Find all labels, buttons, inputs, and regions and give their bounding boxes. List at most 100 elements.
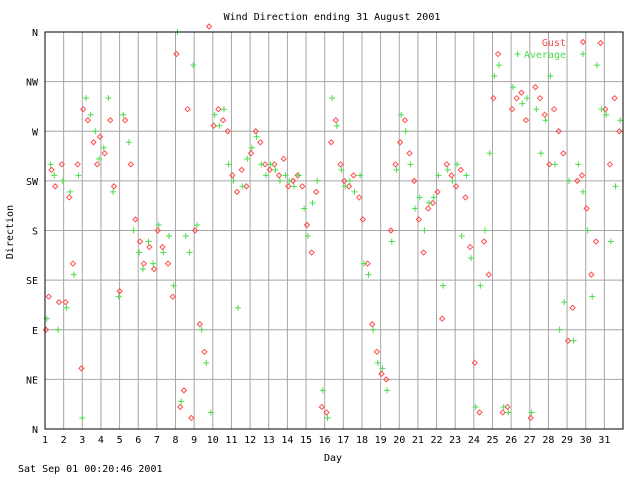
gust-point — [588, 271, 595, 278]
gust-point — [434, 188, 441, 196]
gust-point — [84, 117, 92, 124]
gust-point — [154, 227, 162, 234]
gust-point — [443, 161, 451, 168]
gust-point — [62, 298, 69, 306]
average-point — [47, 161, 54, 168]
average-point — [110, 188, 117, 195]
gust-point — [257, 139, 264, 146]
average-point — [561, 299, 568, 306]
average-point — [449, 177, 456, 184]
average-point — [398, 111, 405, 118]
gust-point — [90, 139, 97, 146]
average-point — [458, 233, 465, 240]
average-point — [295, 172, 302, 179]
x-tick-label: 7 — [154, 435, 160, 446]
average-point — [565, 177, 572, 184]
timestamp-footer: Sat Sep 01 00:20:46 2001 — [18, 464, 163, 475]
gust-point — [140, 260, 148, 267]
gust-point — [52, 183, 59, 190]
average-point — [421, 227, 428, 234]
gust-point — [93, 161, 101, 168]
average-point — [258, 161, 265, 168]
gust-point — [462, 194, 469, 201]
average-point — [370, 326, 377, 333]
average-point — [248, 144, 255, 151]
y-tick-label: NW — [26, 78, 39, 89]
average-point — [67, 188, 74, 195]
gust-point — [261, 161, 269, 168]
average-point — [547, 73, 554, 80]
average-point — [92, 128, 99, 135]
average-point — [178, 398, 185, 405]
average-point — [225, 161, 232, 168]
gust-point — [550, 105, 558, 113]
x-tick-label: 31 — [598, 435, 610, 446]
gust-point — [518, 89, 525, 96]
gust-point — [132, 216, 139, 223]
gust-point — [532, 83, 539, 91]
average-point — [598, 106, 605, 113]
average-point — [342, 183, 349, 190]
x-tick-label: 29 — [561, 435, 573, 446]
average-point — [290, 183, 297, 190]
average-point — [155, 221, 162, 228]
x-tick-label: 5 — [117, 435, 123, 446]
gust-point — [569, 304, 576, 311]
gust-point — [127, 161, 134, 168]
gust-point — [299, 183, 306, 190]
x-tick-label: 8 — [173, 435, 179, 446]
average-point — [51, 172, 58, 179]
average-point — [393, 166, 400, 173]
gust-point — [224, 128, 231, 135]
gust-point — [184, 105, 191, 113]
y-tick-label: SE — [26, 276, 38, 287]
average-point — [584, 227, 591, 234]
gust-point — [101, 150, 108, 157]
gust-point — [42, 326, 50, 333]
gust-point — [373, 348, 381, 356]
gust-point — [180, 387, 188, 394]
average-point — [542, 117, 549, 124]
average-point — [282, 172, 289, 179]
gust-point — [78, 365, 85, 372]
gust-point — [448, 172, 455, 179]
average-point — [477, 282, 484, 289]
legend-average-marker — [580, 51, 586, 57]
x-tick-label: 20 — [393, 435, 405, 446]
gust-point — [116, 287, 123, 295]
gust-point — [578, 172, 586, 179]
gust-point — [490, 94, 497, 102]
gust-point — [327, 139, 335, 146]
gust-point — [238, 166, 245, 174]
average-point — [333, 122, 340, 129]
gust-point — [527, 414, 534, 422]
average-point — [482, 227, 489, 234]
gust-point — [275, 172, 283, 179]
gust-point — [150, 265, 158, 273]
x-tick-label: 1 — [42, 435, 48, 446]
gust-point — [196, 321, 203, 328]
gust-point — [219, 117, 227, 124]
gust-point — [345, 183, 353, 190]
average-point — [496, 62, 503, 69]
average-point — [444, 166, 451, 173]
average-point — [607, 238, 614, 245]
average-point — [551, 161, 558, 168]
gust-point — [611, 94, 618, 102]
gust-point — [266, 166, 273, 174]
gust-point — [280, 155, 287, 163]
x-tick-label: 11 — [225, 435, 237, 446]
gust-point — [471, 359, 478, 367]
gust-point — [406, 150, 413, 157]
x-tick-label: 30 — [580, 435, 592, 446]
average-point — [160, 249, 167, 256]
gust-point — [58, 161, 65, 168]
average-point — [514, 51, 521, 58]
average-point — [426, 199, 433, 206]
gust-point — [355, 194, 363, 201]
gust-point — [606, 161, 614, 168]
average-point — [407, 161, 414, 168]
gust-point — [169, 293, 176, 300]
x-tick-label: 9 — [191, 435, 197, 446]
average-point — [207, 409, 214, 416]
